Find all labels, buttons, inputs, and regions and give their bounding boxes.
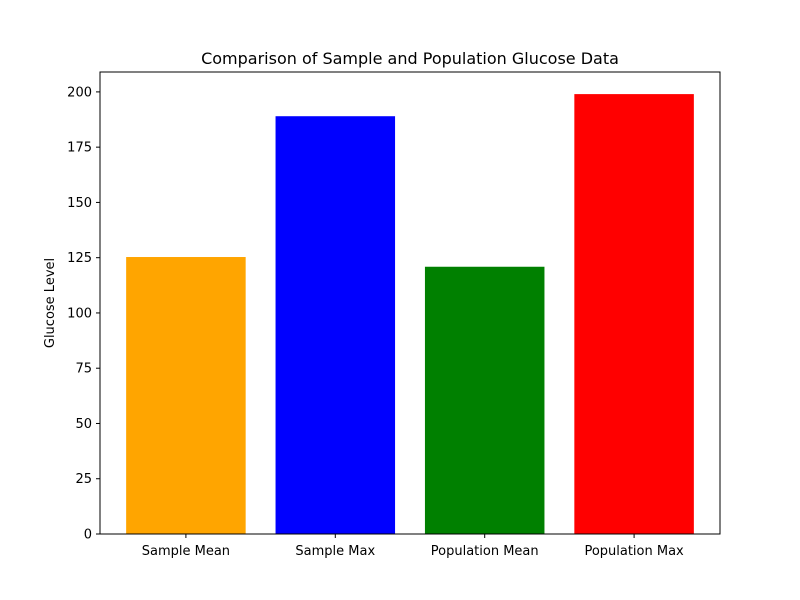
y-tick-label: 175 [67,141,92,156]
chart-title: Comparison of Sample and Population Gluc… [201,49,619,68]
y-tick-label: 0 [84,528,92,543]
y-tick-label: 75 [75,362,92,377]
y-axis-label: Glucose Level [43,258,58,348]
y-tick-label: 200 [67,85,92,100]
bar-sample-max [275,116,396,535]
x-tick-label: Population Mean [431,544,539,559]
y-tick-label: 125 [67,251,92,266]
bar-sample-mean [126,257,246,534]
bar-population-mean [424,266,545,534]
y-tick-label: 100 [67,306,92,321]
plot-area: Sample Mean Sample Max Population Mean Popu… [67,71,721,559]
x-tick-label: Sample Max [295,544,375,559]
x-tick-label: Sample Mean [142,544,230,559]
y-tick-label: 50 [75,417,92,432]
bar-population-max [574,94,694,535]
plot-frame [99,71,721,535]
x-tick-label: Population Max [584,544,684,559]
y-tick-label: 150 [67,196,92,211]
y-tick-label: 25 [75,472,92,487]
